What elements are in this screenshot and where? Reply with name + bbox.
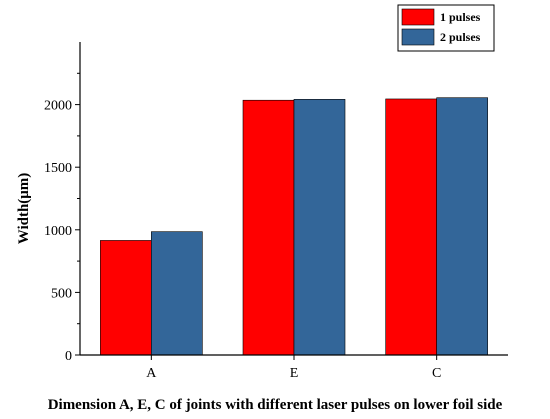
x-tick-label: E <box>290 366 299 381</box>
y-tick-label: 2000 <box>44 99 72 114</box>
bar-E-series-2 <box>293 99 346 356</box>
legend-label-2: 2 pulses <box>440 30 481 44</box>
bar-A-series-2 <box>151 231 203 356</box>
y-tick-label: 0 <box>65 349 72 364</box>
y-tick-label: 1000 <box>44 224 72 239</box>
legend: 1 pulses 2 pulses <box>397 4 495 52</box>
x-tick-label: C <box>432 366 441 381</box>
y-ticks-group: 0 500 1000 1500 2000 <box>44 72 80 364</box>
legend-swatch-1 <box>401 8 435 26</box>
y-tick-label: 1500 <box>44 161 72 176</box>
bar-E-series-1 <box>242 99 295 356</box>
y-tick-label: 500 <box>51 286 72 301</box>
y-axis-title: Width(μm) <box>16 173 32 245</box>
bar-C-series-1 <box>385 98 437 356</box>
legend-label-1: 1 pulses <box>440 10 481 24</box>
bar-A-series-1 <box>100 240 152 356</box>
x-axis-title: Dimension A, E, C of joints with differe… <box>48 397 503 413</box>
legend-swatch-2 <box>401 28 435 46</box>
bars-group <box>100 97 488 356</box>
bar-C-series-2 <box>436 97 488 356</box>
x-tick-label: A <box>146 366 157 381</box>
